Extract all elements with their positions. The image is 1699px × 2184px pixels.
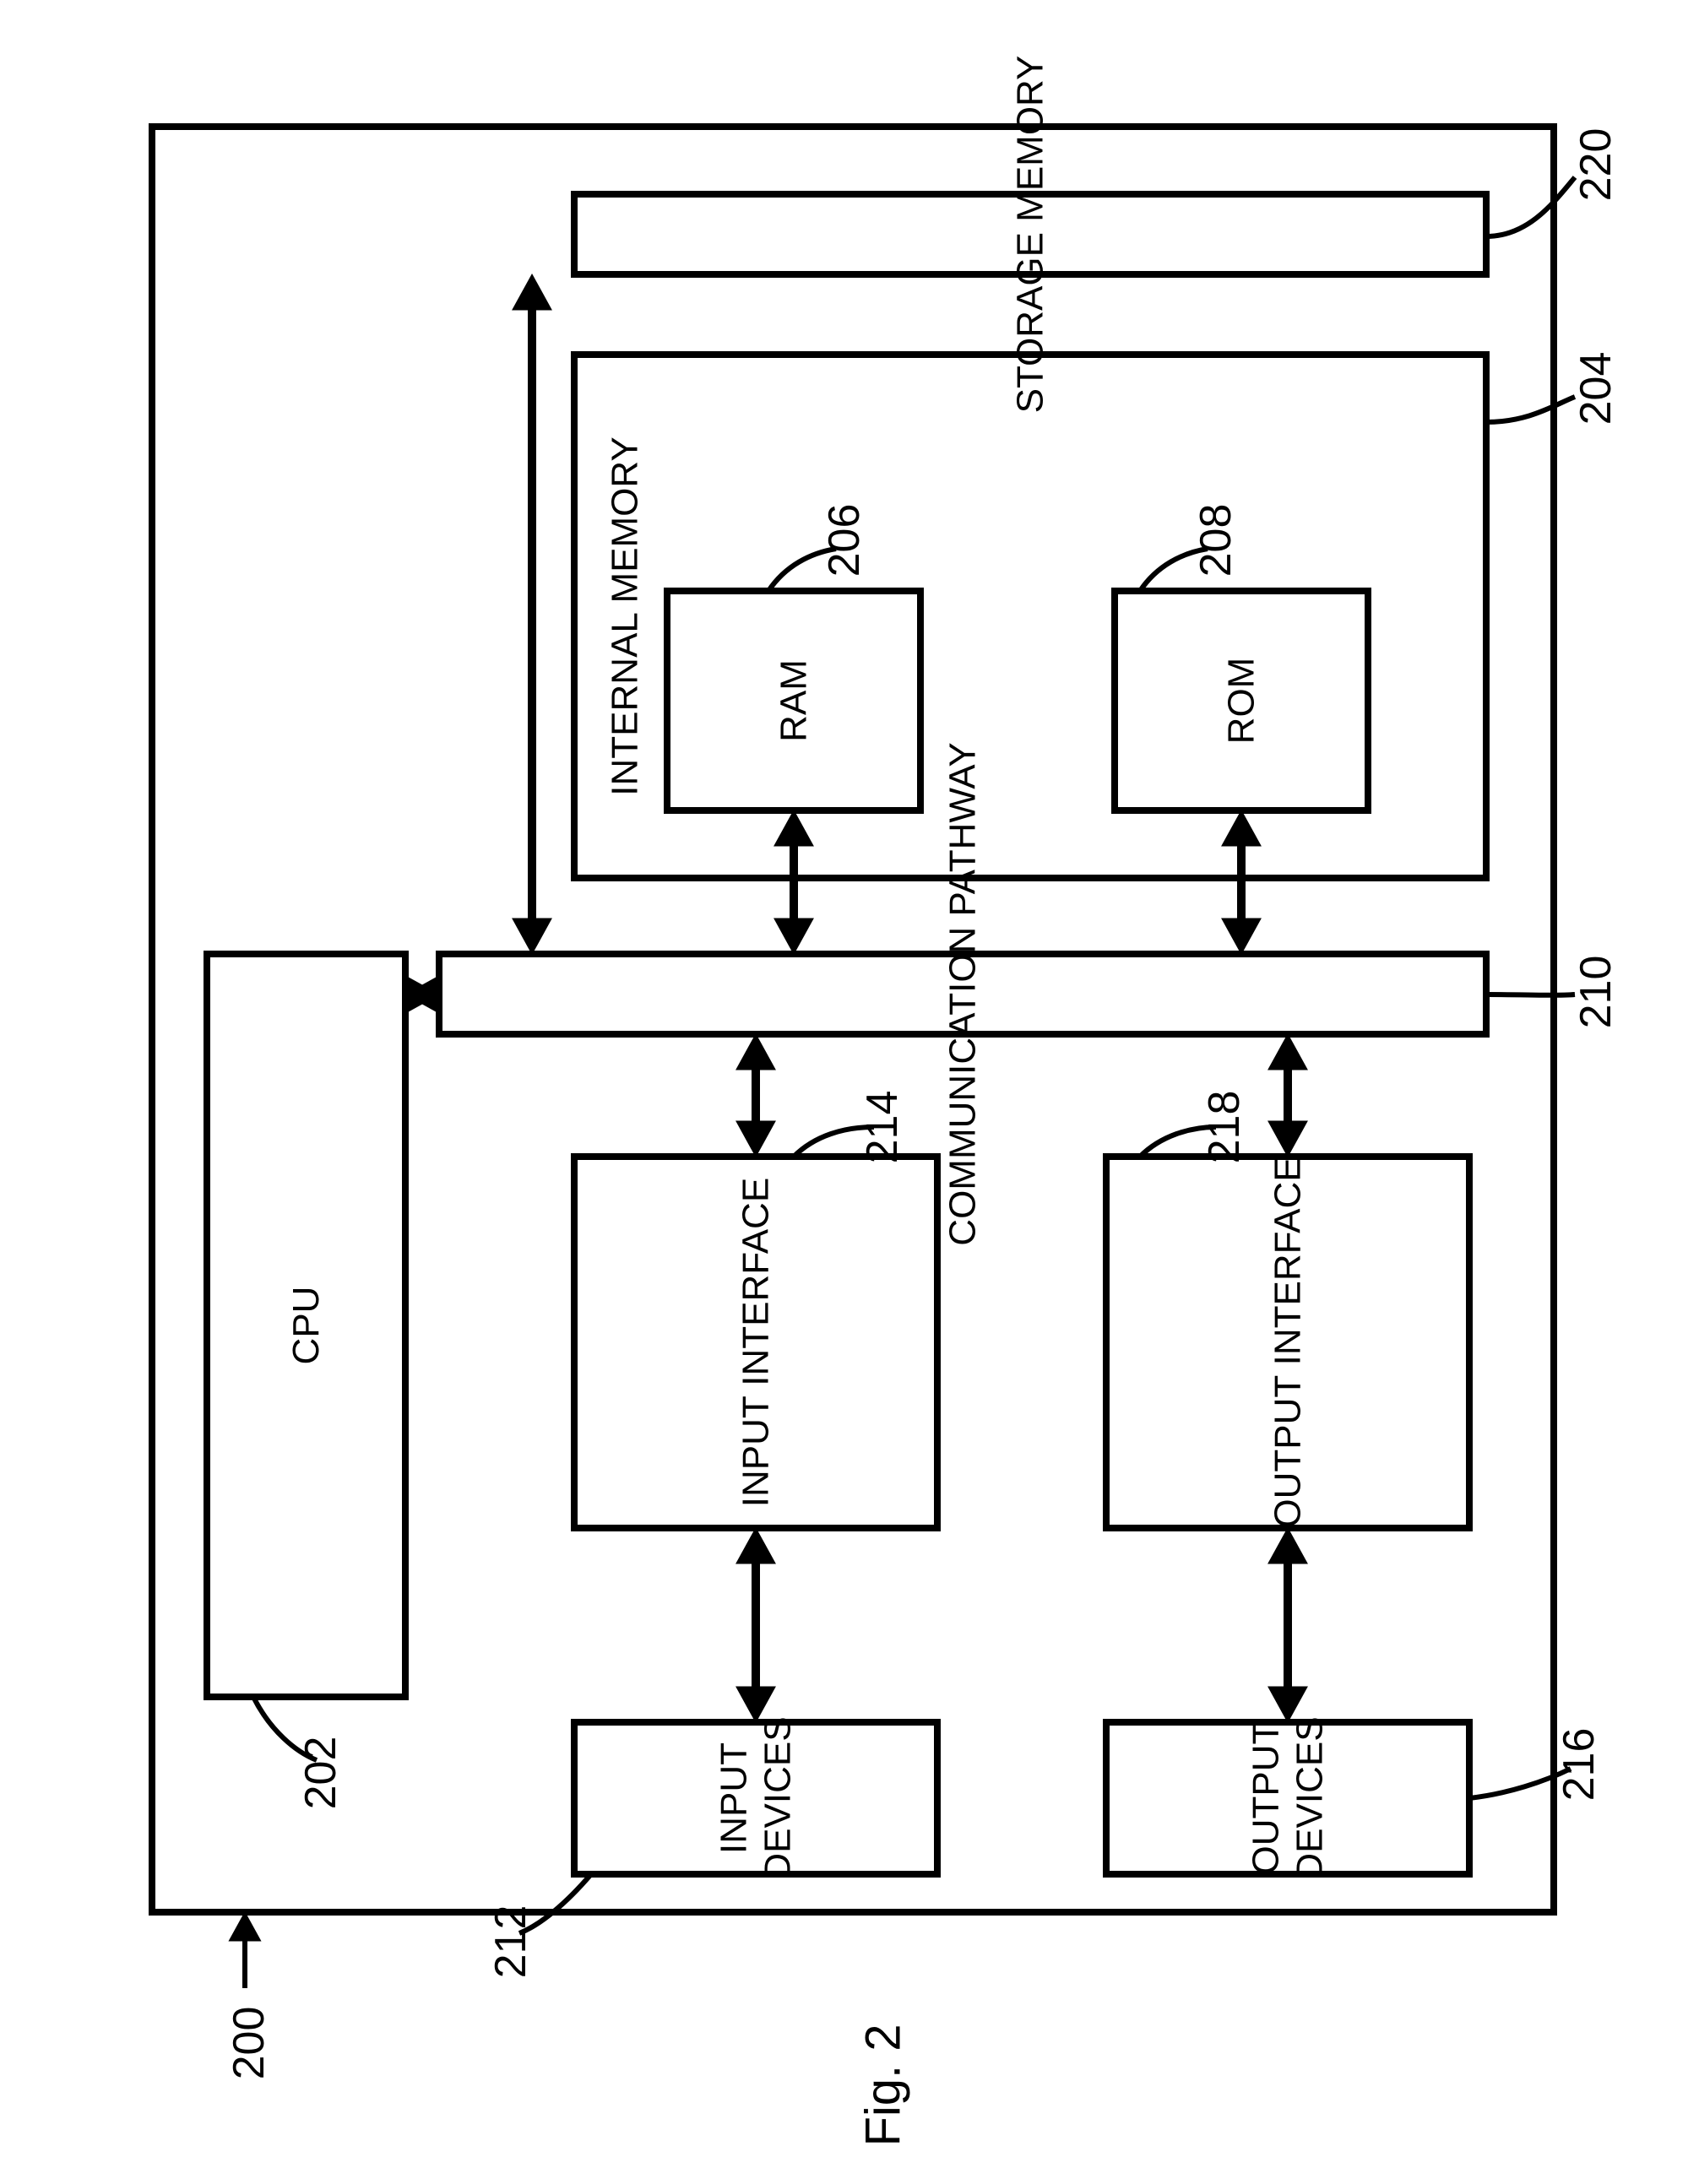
ref-num-200: 200	[225, 2007, 274, 2080]
ref-num-204: 204	[1571, 352, 1620, 425]
output_devices-label: OUTPUT	[1246, 1722, 1287, 1875]
ref-num-210: 210	[1571, 956, 1620, 1029]
ref-num-214: 214	[858, 1091, 907, 1164]
cpu-label: CPU	[285, 1287, 327, 1365]
output_devices-block	[1106, 1722, 1469, 1874]
ref-num-206: 206	[820, 504, 869, 577]
input_devices-label: INPUT	[714, 1742, 755, 1854]
figure-caption: Fig. 2	[856, 2024, 911, 2146]
input_devices-block	[574, 1722, 937, 1874]
input_interface-label: INPUT INTERFACE	[736, 1178, 777, 1507]
ref-num-218: 218	[1200, 1091, 1249, 1164]
ref-num-208: 208	[1191, 504, 1240, 577]
storage_memory-label: STORAGE MEMORY	[1010, 56, 1051, 414]
ref-num-216: 216	[1555, 1728, 1604, 1802]
input_devices-label: DEVICES	[757, 1716, 799, 1879]
arrowhead	[229, 1912, 260, 1941]
ref-num-212: 212	[486, 1905, 535, 1979]
internal_memory-label: INTERNAL MEMORY	[605, 436, 646, 795]
comm_pathway-label: COMMUNICATION PATHWAY	[942, 742, 984, 1245]
rom-label: ROM	[1221, 658, 1262, 745]
ref-num-202: 202	[296, 1737, 345, 1810]
output_devices-label: DEVICES	[1289, 1716, 1331, 1879]
ref-leader-210	[1486, 994, 1575, 995]
output_interface-label: OUTPUT INTERFACE	[1267, 1157, 1309, 1527]
ram-label: RAM	[774, 659, 815, 742]
ref-num-220: 220	[1571, 128, 1620, 202]
